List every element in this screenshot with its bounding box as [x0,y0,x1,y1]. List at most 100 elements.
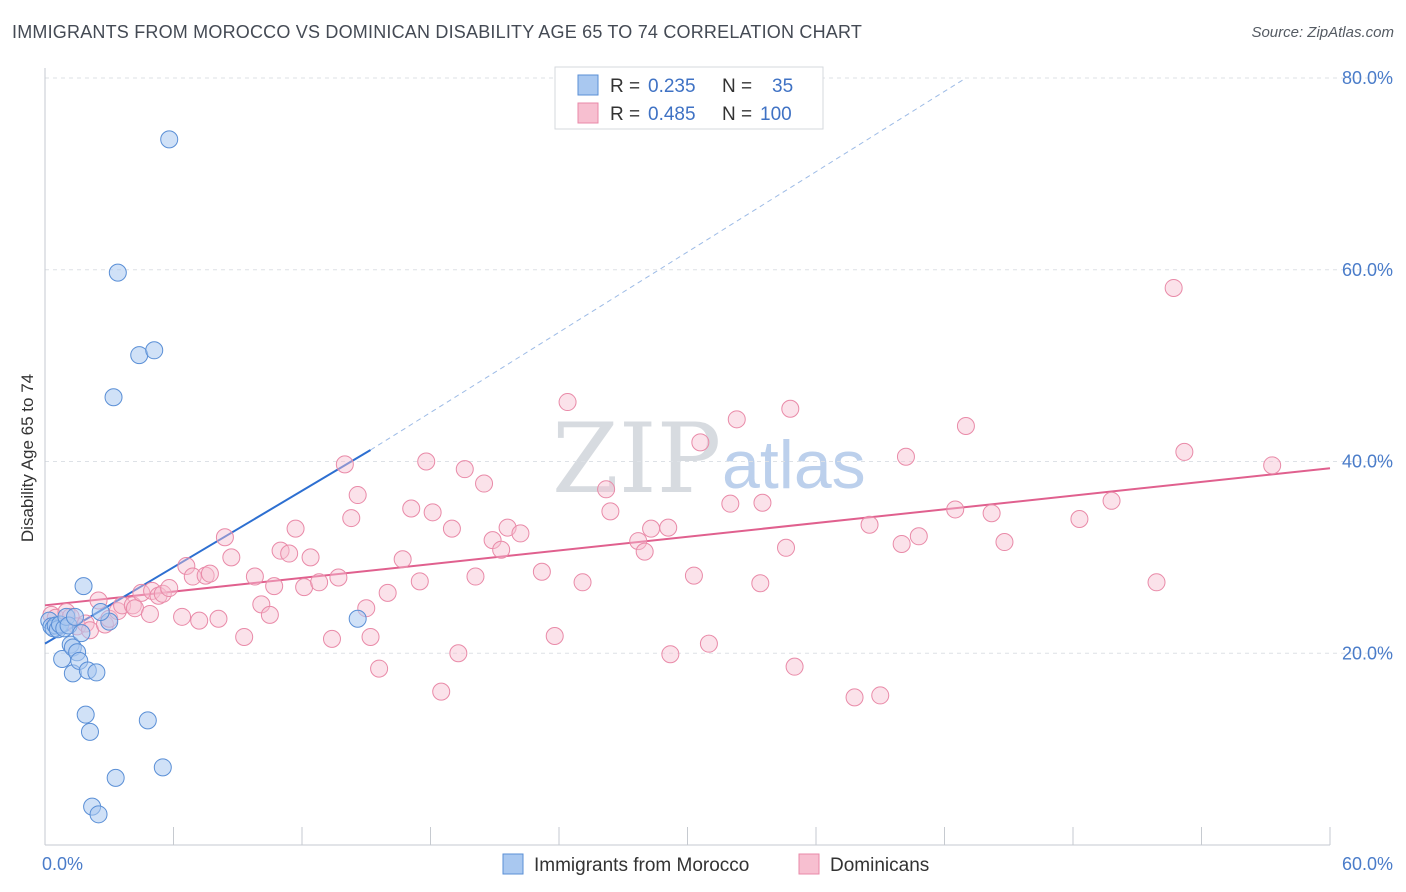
dominicans-point [511,524,530,543]
dominicans-point [597,480,616,499]
legend-swatch-pink [577,102,599,124]
dominicans-point [361,627,380,646]
legend-n-label-1: N = [722,76,752,97]
dominicans-point [1164,278,1183,297]
legend-r-label-1: R = [610,76,640,97]
dominicans-point [322,629,341,648]
dominicans-point [209,609,228,628]
morocco-point [160,130,179,149]
dominicans-point [777,538,796,557]
dominicans-point [222,548,241,567]
legend-r-label-2: R = [610,104,640,125]
dominicans-point [909,527,928,546]
tick-labels: 20.0% 40.0% 60.0% 80.0% 0.0% 60.0% [42,68,1393,874]
dominicans-point [642,519,661,538]
dominicans-point [896,447,915,466]
dominicans-point [1147,573,1166,592]
gridlines [45,77,1392,654]
dominicans-point [860,515,879,534]
series-legend: Immigrants from Morocco Dominicans [502,853,929,876]
dominicans-point [370,659,389,678]
axes [44,68,1331,846]
dominicans-point [348,486,367,505]
dominicans-point [342,509,361,528]
dominicans-point [727,410,746,429]
bottom-legend-dominicans: Dominicans [830,855,929,876]
morocco-point [87,663,106,682]
dominicans-point [659,518,678,537]
dominicans-point [466,567,485,586]
dominicans-point [449,644,468,663]
dominicans-point [393,550,412,569]
dominicans-point [956,417,975,436]
morocco-point [130,346,149,365]
dominicans-point [265,577,284,596]
bottom-legend-swatch-pink [798,853,820,875]
dominicans-point [751,574,770,593]
dominicans-point [545,626,564,645]
dominicans-point [845,688,864,707]
dominicans-point [140,604,159,623]
dominicans-point [410,572,429,591]
dominicans-point [123,596,142,615]
dominicans-point [721,494,740,513]
morocco-point [348,609,367,628]
dominicans-point [558,393,577,412]
morocco-trend-extension [370,77,967,451]
dominicans-point [173,607,192,626]
dominicans-point [601,502,620,521]
dominicans-point [785,657,804,676]
dominicans-point [532,562,551,581]
morocco-point [138,711,157,730]
y-tick-label-20: 20.0% [1342,643,1393,663]
dominicans-point [475,474,494,493]
dominicans-point [892,534,911,553]
dominicans-point [629,532,648,551]
legend-r-value-2: 0.485 [648,104,696,125]
dominicans-point [335,455,354,474]
dominicans-point [200,564,219,583]
dominicans-point [215,528,234,547]
watermark-zip: ZIP [552,403,721,515]
dominicans-point [423,503,442,522]
y-axis-label: Disability Age 65 to 74 [18,374,37,542]
source-label: Source: ZipAtlas.com [1251,24,1394,41]
dominicans-point [661,645,680,664]
y-tick-label-60: 60.0% [1342,260,1393,280]
dominicans-point [402,499,421,518]
dominicans-point [1175,442,1194,461]
dominicans-point [1263,456,1282,475]
dominicans-point [455,460,474,479]
morocco-point [76,705,95,724]
bottom-legend-morocco: Immigrants from Morocco [534,855,749,876]
dominicans-point [871,686,890,705]
dominicans-point [1070,510,1089,529]
x-tick-label-left: 0.0% [42,854,83,874]
dominicans-point [691,433,710,452]
morocco-point [89,805,108,824]
dominicans-point [781,399,800,418]
morocco-point [145,341,164,360]
morocco-point [65,607,84,626]
dominicans-point [125,599,144,618]
chart-title: IMMIGRANTS FROM MOROCCO VS DOMINICAN DIS… [12,22,863,42]
y-tick-label-80: 80.0% [1342,68,1393,88]
x-tick-label-right: 60.0% [1342,854,1393,874]
dominicans-point [190,611,209,630]
dominicans-point [684,566,703,585]
dominicans-point [946,500,965,519]
morocco-point [80,722,99,741]
dominicans-point [245,567,264,586]
legend-n-value-2: 100 [760,104,792,125]
morocco-point [108,263,127,282]
morocco-point [74,577,93,596]
morocco-point [106,768,125,787]
dominicans-point [183,567,202,586]
dominicans-point [329,568,348,587]
dominicans-points [42,278,1282,707]
morocco-point [72,624,91,643]
dominicans-point [295,578,314,597]
dominicans-point [260,605,279,624]
legend-box [554,66,824,130]
dominicans-point [301,548,320,567]
